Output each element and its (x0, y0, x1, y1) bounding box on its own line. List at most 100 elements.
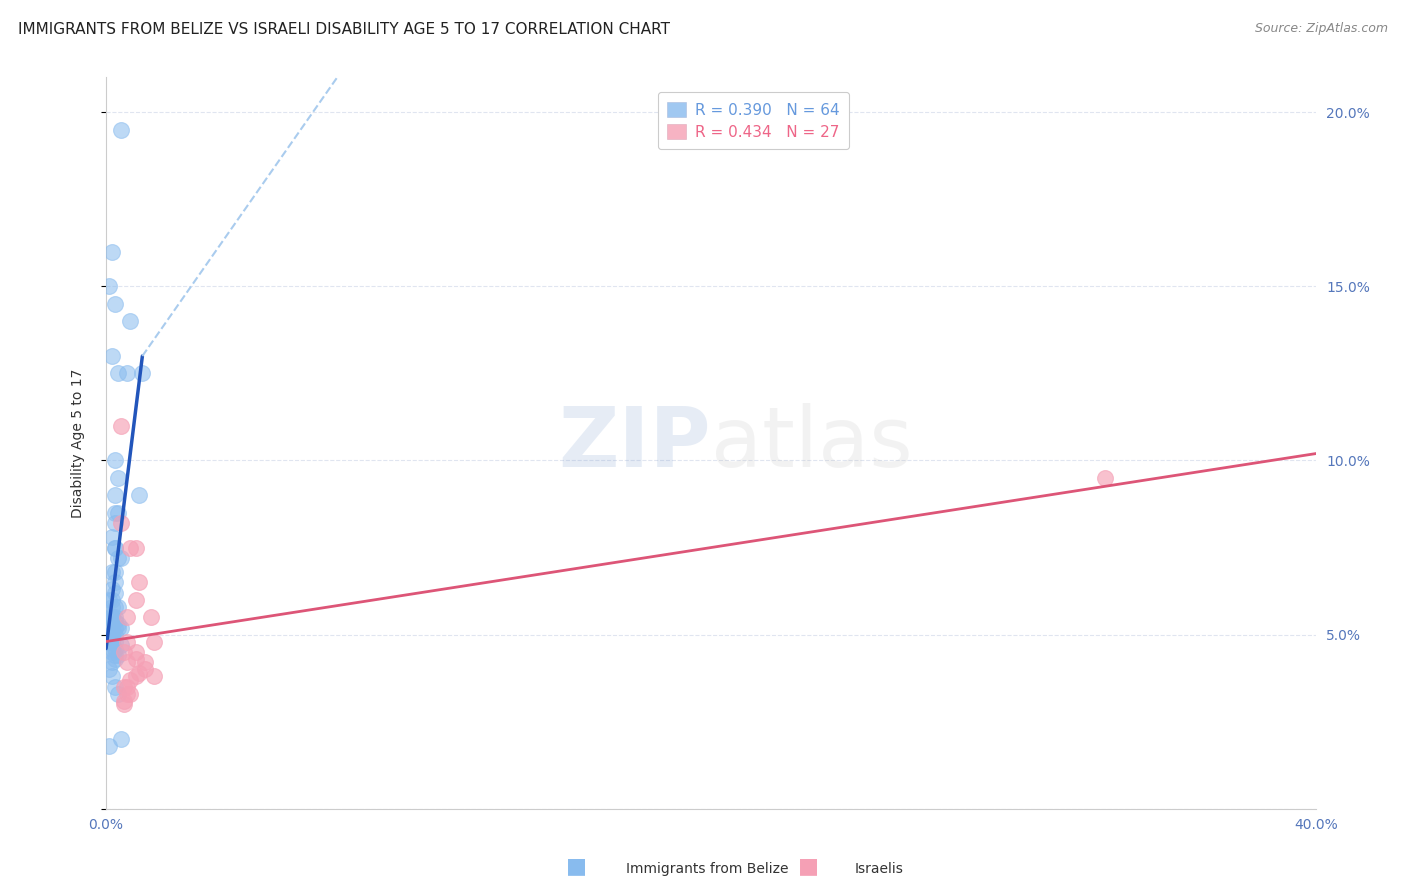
Point (104, 575, 127, 590)
Point (112, 694, 135, 708)
Point (101, 610, 124, 624)
Point (120, 687, 142, 701)
Text: Israelis: Israelis (855, 862, 904, 876)
Point (107, 551, 129, 566)
Point (104, 652, 127, 666)
Text: Source: ZipAtlas.com: Source: ZipAtlas.com (1254, 22, 1388, 36)
Point (117, 610, 139, 624)
Point (104, 610, 127, 624)
Point (128, 488, 150, 502)
Point (112, 645, 135, 659)
Point (98, 610, 121, 624)
Point (120, 541, 142, 555)
Point (110, 516, 132, 530)
Point (98, 279, 121, 293)
Point (107, 687, 129, 701)
Point (107, 471, 129, 485)
Point (101, 621, 124, 635)
Point (101, 582, 124, 597)
Point (125, 645, 148, 659)
Point (98, 592, 121, 607)
Point (101, 530, 124, 544)
Point (125, 652, 148, 666)
Text: atlas: atlas (711, 402, 912, 483)
Point (101, 599, 124, 614)
Point (101, 627, 124, 641)
Point (104, 541, 127, 555)
Point (134, 656, 156, 670)
Point (101, 627, 124, 641)
Point (101, 565, 124, 579)
Point (104, 541, 127, 555)
Point (104, 680, 127, 694)
Point (117, 656, 139, 670)
Point (104, 453, 127, 467)
Point (134, 662, 156, 676)
Point (104, 614, 127, 628)
Point (98, 662, 121, 676)
Point (101, 634, 124, 648)
Point (101, 631, 124, 645)
Point (104, 627, 127, 641)
Point (141, 610, 163, 624)
Point (101, 645, 124, 659)
Point (104, 565, 127, 579)
Point (110, 551, 132, 566)
Point (101, 656, 124, 670)
Point (104, 488, 127, 502)
Text: IMMIGRANTS FROM BELIZE VS ISRAELI DISABILITY AGE 5 TO 17 CORRELATION CHART: IMMIGRANTS FROM BELIZE VS ISRAELI DISABI… (18, 22, 671, 37)
Point (101, 349, 124, 363)
Point (104, 641, 127, 656)
Point (112, 697, 135, 711)
Point (104, 506, 127, 520)
Point (101, 592, 124, 607)
Point (128, 575, 150, 590)
Point (98, 739, 121, 753)
Point (107, 621, 129, 635)
Point (107, 599, 129, 614)
Text: ZIP: ZIP (558, 402, 711, 483)
Point (107, 506, 129, 520)
Point (128, 665, 150, 680)
Point (107, 617, 129, 632)
Point (125, 541, 148, 555)
Point (117, 680, 139, 694)
Point (104, 516, 127, 530)
Point (107, 367, 129, 381)
Point (117, 687, 139, 701)
Point (104, 621, 127, 635)
Point (104, 297, 127, 311)
Point (112, 680, 135, 694)
Point (98, 614, 121, 628)
Point (110, 732, 132, 747)
Point (104, 648, 127, 663)
Point (110, 418, 132, 433)
Point (110, 122, 132, 136)
Point (1094, 471, 1116, 485)
Point (101, 669, 124, 683)
Point (110, 621, 132, 635)
Text: Immigrants from Belize: Immigrants from Belize (626, 862, 789, 876)
Point (98, 634, 121, 648)
Point (131, 367, 153, 381)
Point (101, 244, 124, 259)
Point (143, 669, 166, 683)
Point (125, 669, 148, 683)
Point (120, 673, 142, 687)
Point (104, 599, 127, 614)
Point (104, 634, 127, 648)
Y-axis label: Disability Age 5 to 17: Disability Age 5 to 17 (72, 368, 86, 517)
Text: ■: ■ (567, 856, 586, 876)
Point (101, 641, 124, 656)
Point (107, 648, 129, 663)
Point (117, 634, 139, 648)
Text: ■: ■ (799, 856, 818, 876)
Point (120, 314, 142, 328)
Point (101, 610, 124, 624)
Legend: R = 0.390   N = 64, R = 0.434   N = 27: R = 0.390 N = 64, R = 0.434 N = 27 (658, 93, 849, 149)
Point (98, 627, 121, 641)
Point (117, 367, 139, 381)
Point (104, 586, 127, 600)
Point (110, 638, 132, 652)
Point (143, 634, 166, 648)
